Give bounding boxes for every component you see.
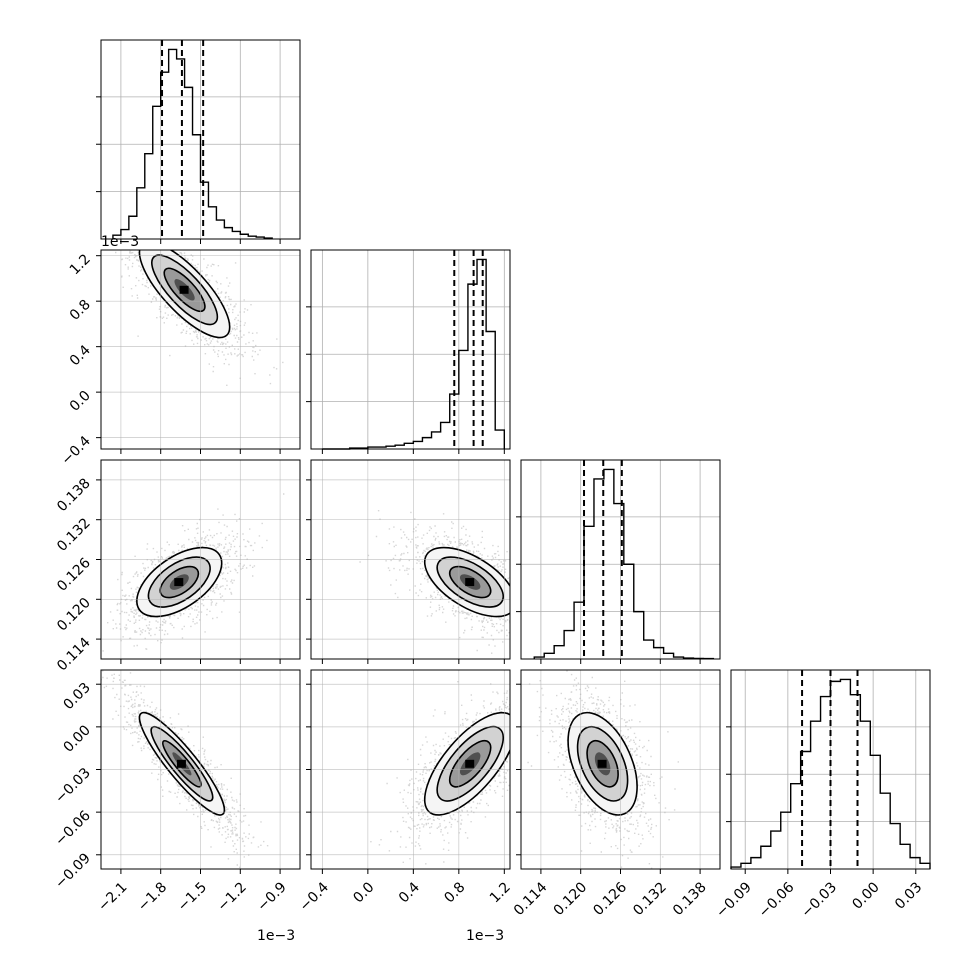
histogram-panel-2 bbox=[516, 459, 721, 660]
scatter-points bbox=[527, 670, 679, 869]
y-tick-label: −0.09 bbox=[52, 850, 94, 892]
histogram-step-line bbox=[112, 48, 273, 239]
pair-panel-1-2 bbox=[310, 459, 511, 660]
panel-content bbox=[101, 250, 300, 449]
y-tick-label: 0.8 bbox=[67, 297, 94, 324]
panel-content bbox=[521, 670, 720, 869]
x-tick-label: −1.5 bbox=[175, 879, 210, 914]
x-tick-label: 0.00 bbox=[849, 879, 882, 912]
x-tick-label: 0.132 bbox=[630, 879, 670, 919]
density-peak-cell bbox=[465, 578, 475, 587]
y-tick-label: 0.00 bbox=[60, 722, 93, 755]
y-tick-label: 0.132 bbox=[54, 515, 94, 555]
y-offset-label: 1e−3 bbox=[101, 234, 139, 250]
pair-panel-1-3 bbox=[310, 669, 511, 870]
x-tick-label: 0.8 bbox=[441, 879, 468, 906]
histogram-panel-0 bbox=[96, 39, 301, 240]
x-tick-label: 1.2 bbox=[487, 879, 514, 906]
histogram-step-line bbox=[730, 678, 931, 869]
y-tick-label: −0.03 bbox=[52, 765, 94, 807]
x-tick-label: −1.8 bbox=[135, 879, 170, 914]
pair-panel-0-1 bbox=[100, 249, 301, 450]
x-tick-label: −1.2 bbox=[215, 879, 250, 914]
x-offset-label: 1e−3 bbox=[466, 928, 504, 944]
y-tick-label: 0.03 bbox=[60, 680, 93, 713]
x-tick-label: 0.126 bbox=[590, 879, 630, 919]
y-tick-label: 0.4 bbox=[67, 342, 94, 369]
y-tick-label: 0.126 bbox=[54, 555, 94, 595]
histogram-panel-3 bbox=[726, 669, 931, 870]
panel-content bbox=[311, 670, 510, 869]
histogram-background bbox=[311, 250, 510, 449]
y-tick-label: 0.114 bbox=[54, 635, 94, 675]
x-tick-label: −0.4 bbox=[297, 879, 332, 914]
x-tick-label: 0.03 bbox=[892, 879, 925, 912]
y-tick-label: 0.120 bbox=[54, 595, 94, 635]
density-peak-cell bbox=[176, 759, 186, 768]
x-tick-label: 0.138 bbox=[670, 879, 710, 919]
pair-panel-0-3 bbox=[100, 669, 301, 870]
histogram-step-line bbox=[533, 468, 715, 660]
x-offset-label: 1e−3 bbox=[257, 928, 295, 944]
histogram-frame bbox=[310, 249, 511, 450]
x-tick-label: −0.06 bbox=[756, 879, 798, 921]
density-peak-cell bbox=[597, 759, 607, 768]
density-peak-cell bbox=[174, 578, 184, 587]
y-tick-label: −0.4 bbox=[58, 433, 93, 468]
panel-content bbox=[311, 460, 510, 659]
density-peak-cell bbox=[179, 285, 189, 294]
x-tick-label: −0.09 bbox=[713, 879, 755, 921]
pair-panel-2-3 bbox=[520, 669, 721, 870]
panel-content bbox=[101, 670, 300, 869]
x-tick-label: −0.03 bbox=[798, 879, 840, 921]
y-tick-label: 0.0 bbox=[67, 388, 94, 415]
density-peak-cell bbox=[465, 759, 475, 768]
panel-content bbox=[101, 460, 300, 659]
y-tick-label: −0.06 bbox=[52, 808, 94, 850]
x-tick-label: 0.4 bbox=[396, 879, 423, 906]
x-tick-label: −0.9 bbox=[254, 879, 289, 914]
x-tick-label: 0.120 bbox=[551, 879, 591, 919]
x-tick-label: −2.1 bbox=[95, 879, 130, 914]
x-tick-label: 0.0 bbox=[350, 879, 377, 906]
histogram-step-line bbox=[322, 258, 506, 450]
pair-panel-0-2 bbox=[100, 459, 301, 660]
y-tick-label: 1.2 bbox=[67, 251, 94, 278]
x-tick-label: 0.114 bbox=[511, 879, 551, 919]
histogram-panel-1 bbox=[306, 249, 511, 450]
y-tick-label: 0.138 bbox=[54, 475, 94, 515]
